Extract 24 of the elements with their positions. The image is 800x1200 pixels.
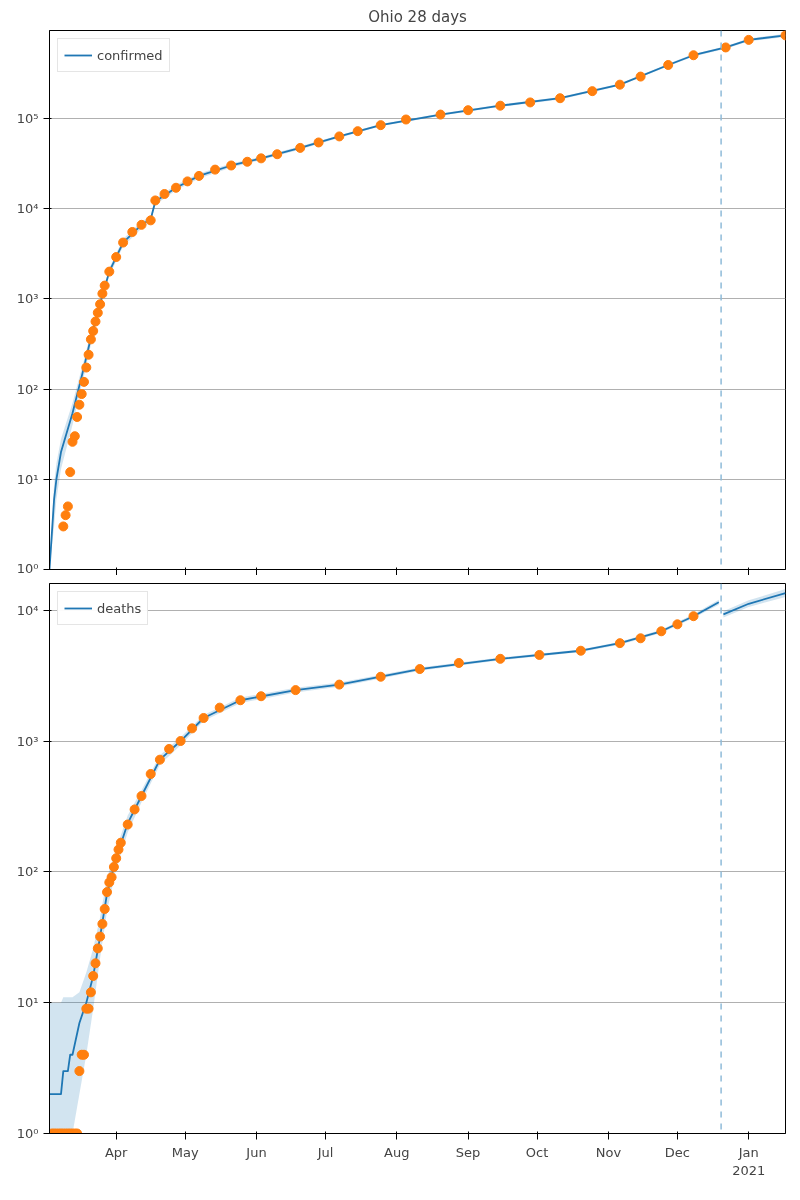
x-tick-label: Apr — [104, 1144, 129, 1160]
legend-label: deaths — [97, 600, 142, 616]
y-tick-label: 10¹ — [16, 995, 39, 1011]
y-tick-label: 10⁴ — [16, 602, 39, 618]
x-tick-label: Jul — [316, 1144, 334, 1160]
y-tick-label: 10⁵ — [16, 110, 39, 126]
x-tick-label: Aug — [384, 1144, 410, 1160]
x-tick-label: Oct — [525, 1144, 549, 1160]
y-tick-label: 10² — [16, 864, 39, 880]
y-tick-label: 10⁰ — [16, 1126, 39, 1141]
y-tick-label: 10⁰ — [16, 560, 39, 576]
x-tick-label: Nov — [595, 1144, 622, 1160]
x-tick-label: Jan 2021 — [732, 1144, 766, 1178]
x-tick-label: Dec — [664, 1144, 690, 1160]
y-tick-label: 10⁴ — [16, 201, 39, 217]
y-tick-label: 10¹ — [16, 471, 39, 487]
x-tick-label: Sep — [455, 1144, 481, 1160]
y-tick-label: 10³ — [16, 291, 39, 307]
chart-title: Ohio 28 days — [368, 7, 468, 26]
y-tick-label: 10³ — [16, 733, 39, 749]
legend-label: confirmed — [97, 47, 163, 63]
x-tick-label: May — [171, 1144, 199, 1160]
x-tick-label: Jun — [245, 1144, 267, 1160]
y-tick-label: 10² — [16, 381, 39, 397]
